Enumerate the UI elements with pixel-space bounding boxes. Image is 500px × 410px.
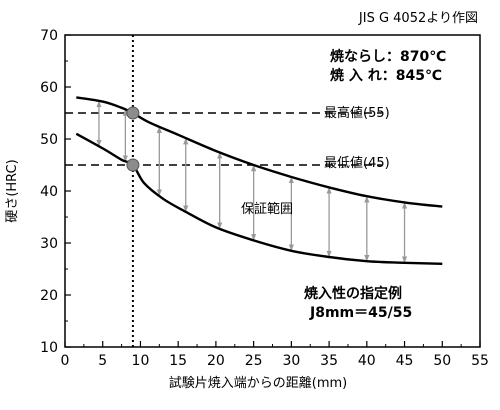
x-tick-label: 35 <box>320 353 338 369</box>
marker-points <box>126 106 140 172</box>
upper-hardness-curve <box>76 96 443 208</box>
y-tick-label: 10 <box>40 340 58 356</box>
example-title: 焼入性の指定例 <box>304 285 402 302</box>
x-tick-label: 15 <box>169 353 187 369</box>
x-tick-label: 50 <box>433 353 451 369</box>
lower-hardness-curve <box>75 132 443 265</box>
y-tick-label: 40 <box>40 184 58 200</box>
range-arrows <box>96 100 408 264</box>
y-tick-label: 20 <box>40 288 58 304</box>
y-tick-label: 50 <box>40 132 58 148</box>
hardness-curves <box>75 96 443 265</box>
y-tick-label: 30 <box>40 236 58 252</box>
example-value: J8mm＝45/55 <box>309 305 412 321</box>
y-tick-label: 70 <box>40 28 58 44</box>
x-tick-label: 40 <box>358 353 376 369</box>
normalizing-label: 焼ならし：870℃ <box>330 48 446 65</box>
marker-point <box>126 158 140 172</box>
quenching-label: 焼 入 れ：845℃ <box>330 67 442 84</box>
x-tick-label: 10 <box>132 353 150 369</box>
min-value-label: 最低値(45) <box>324 155 390 171</box>
max-value-label: 最高値(55) <box>324 105 390 121</box>
x-tick-label: 55 <box>471 353 489 369</box>
x-tick-label: 25 <box>245 353 263 369</box>
x-tick-label: 0 <box>61 353 70 369</box>
marker-point <box>126 106 140 120</box>
x-tick-label: 45 <box>396 353 414 369</box>
x-tick-label: 30 <box>282 353 300 369</box>
chart-text: JIS G 4052より作図 焼ならし：870℃ 焼 入 れ：845℃ 最高値(… <box>5 11 478 391</box>
axis-ticks: 0 5 10 15 20 25 30 35 40 45 50 55 10 20 30 40 50 60 70 <box>40 28 489 369</box>
reference-lines <box>65 112 382 166</box>
source-note: JIS G 4052より作図 <box>358 11 478 26</box>
x-axis-title: 試験片焼入端からの距離(mm) <box>169 375 347 391</box>
guarantee-band-label: 保証範囲 <box>241 202 293 217</box>
y-tick-label: 60 <box>40 80 58 96</box>
x-tick-label: 5 <box>98 353 107 369</box>
x-tick-label: 20 <box>207 353 225 369</box>
y-axis-title: 硬さ(HRC) <box>5 159 20 222</box>
